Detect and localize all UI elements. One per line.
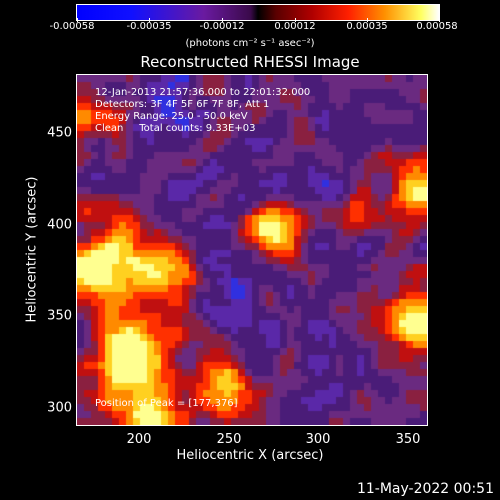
- rhessi-image-panel: 12-Jan-2013 21:57:36.000 to 22:01:32.000…: [76, 74, 428, 426]
- colorbar-tick-mark: [439, 18, 440, 22]
- colorbar-tick-label: 0.00012: [274, 21, 316, 32]
- y-axis-label: Heliocentric Y (arcsec): [24, 176, 40, 323]
- x-axis-label: Heliocentric X (arcsec): [176, 448, 324, 463]
- colorbar-tick-label: -0.00058: [49, 21, 95, 32]
- colorbar-tick-mark: [367, 18, 368, 22]
- image-title: Reconstructed RHESSI Image: [140, 53, 360, 71]
- y-tick-label: 450: [47, 125, 72, 141]
- y-tick-label: 300: [47, 400, 72, 416]
- rhessi-heatmap: [77, 75, 427, 425]
- colorbar-tick-label: 0.00058: [416, 21, 458, 32]
- colorbar-tick-mark: [222, 18, 223, 22]
- colorbar: [76, 4, 440, 21]
- colorbar-tick-label: -0.00035: [126, 21, 172, 32]
- x-tick-label: 350: [395, 432, 421, 447]
- colorbar-tick-mark: [149, 18, 150, 22]
- colorbar-tick-label: 0.00035: [346, 21, 388, 32]
- info-time-range: 12-Jan-2013 21:57:36.000 to 22:01:32.000: [95, 87, 311, 98]
- colorbar-tick-mark: [295, 18, 296, 22]
- colorbar-tick-mark: [77, 18, 78, 22]
- x-tick-label: 300: [305, 432, 331, 447]
- date-stamp: 11-May-2022 00:51: [356, 481, 494, 497]
- y-tick-label: 400: [47, 217, 72, 233]
- info-peak-position: Position of Peak = [177,376]: [95, 398, 238, 409]
- info-method-counts: Clean Total counts: 9.33E+03: [95, 123, 256, 134]
- info-energy-range: Energy Range: 25.0 - 50.0 keV: [95, 111, 248, 122]
- info-detectors: Detectors: 3F 4F 5F 6F 7F 8F, Att 1: [95, 99, 270, 110]
- y-tick-label: 350: [47, 308, 72, 324]
- x-tick-label: 200: [126, 432, 152, 447]
- colorbar-unit: (photons cm⁻² s⁻¹ asec⁻²): [185, 38, 315, 49]
- colorbar-tick-label: -0.00012: [199, 21, 245, 32]
- x-tick-label: 250: [216, 432, 242, 447]
